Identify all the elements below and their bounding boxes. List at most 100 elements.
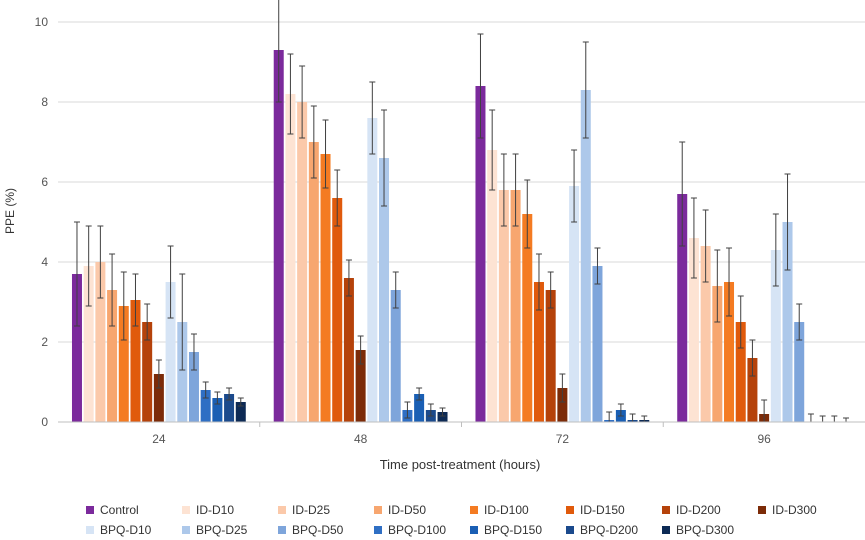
legend-swatch xyxy=(278,506,286,514)
legend-swatch xyxy=(374,506,382,514)
legend-label: ID-D10 xyxy=(196,503,235,517)
y-tick-label: 0 xyxy=(41,415,48,429)
legend-item: BPQ-D50 xyxy=(278,520,374,540)
bar xyxy=(285,94,296,422)
legend-label: ID-D300 xyxy=(772,503,817,517)
y-axis-label: PPE (%) xyxy=(3,188,17,234)
bar xyxy=(770,250,781,422)
y-tick-label: 2 xyxy=(41,335,48,349)
bar xyxy=(235,402,246,422)
legend-label: BPQ-D150 xyxy=(484,523,543,537)
bar xyxy=(332,198,343,422)
bar xyxy=(177,322,188,422)
legend-item: BPQ-D10 xyxy=(86,520,182,540)
legend-item: ID-D10 xyxy=(182,500,278,520)
grid-lines xyxy=(58,21,865,343)
bar xyxy=(153,374,164,422)
bar xyxy=(308,142,319,422)
bar xyxy=(414,394,425,422)
bar xyxy=(545,290,556,422)
bar xyxy=(165,282,176,422)
x-axis-ticks: 24 48 72 96 xyxy=(152,422,771,446)
legend-item: ID-D50 xyxy=(374,500,470,520)
bar xyxy=(343,278,354,422)
legend-item: ID-D100 xyxy=(470,500,566,520)
legend-item: Control xyxy=(86,500,182,520)
legend-label: ID-D200 xyxy=(676,503,721,517)
bar xyxy=(118,306,129,422)
legend-swatch xyxy=(86,526,94,534)
bar xyxy=(188,352,199,422)
legend-label: Control xyxy=(100,503,139,517)
legend-item: BPQ-D300 xyxy=(662,520,758,540)
legend-swatch xyxy=(86,506,94,514)
bar xyxy=(677,194,688,422)
bar xyxy=(273,50,284,422)
legend-swatch xyxy=(566,526,574,534)
bar xyxy=(320,154,331,422)
bar xyxy=(130,300,141,422)
legend-label: ID-D50 xyxy=(388,503,427,517)
x-tick-label: 24 xyxy=(152,432,166,446)
bar xyxy=(437,412,448,422)
bar xyxy=(95,262,106,422)
legend-label: ID-D150 xyxy=(580,503,625,517)
legend-item: BPQ-D200 xyxy=(566,520,662,540)
legend-swatch xyxy=(470,506,478,514)
legend-item: ID-D150 xyxy=(566,500,662,520)
legend-item: ID-D200 xyxy=(662,500,758,520)
legend-label: ID-D100 xyxy=(484,503,529,517)
legend-label: BPQ-D25 xyxy=(196,523,248,537)
bar xyxy=(224,394,235,422)
legend-item: ID-D300 xyxy=(758,500,854,520)
legend-swatch xyxy=(662,526,670,534)
bar xyxy=(735,322,746,422)
legend-swatch xyxy=(566,506,574,514)
bar xyxy=(510,190,521,422)
bar xyxy=(569,186,580,422)
legend-swatch xyxy=(662,506,670,514)
legend-swatch xyxy=(278,526,286,534)
bar xyxy=(688,238,699,422)
legend-label: BPQ-D10 xyxy=(100,523,152,537)
bar xyxy=(142,322,153,422)
bar xyxy=(700,246,711,422)
x-axis-label: Time post-treatment (hours) xyxy=(380,457,541,472)
y-axis-ticks: 0 2 4 6 8 10 xyxy=(35,15,49,429)
bar xyxy=(297,102,308,422)
bar xyxy=(522,214,533,422)
legend-item: BPQ-D100 xyxy=(374,520,470,540)
legend-item: ID-D25 xyxy=(278,500,374,520)
bar xyxy=(83,266,94,422)
bar xyxy=(592,266,603,422)
legend: Control ID-D10 ID-D25 ID-D50 ID-D100 ID-D150 I… xyxy=(86,500,856,540)
bar xyxy=(212,398,223,422)
bar xyxy=(747,358,758,422)
bar xyxy=(355,350,366,422)
legend-label: BPQ-D200 xyxy=(580,523,639,537)
bar xyxy=(794,322,805,422)
bar xyxy=(580,90,591,422)
bar xyxy=(487,150,498,422)
bar xyxy=(557,388,568,422)
bar xyxy=(533,282,544,422)
bar xyxy=(200,390,211,422)
bar xyxy=(390,290,401,422)
legend-item: BPQ-D25 xyxy=(182,520,278,540)
bar xyxy=(367,118,378,422)
bar xyxy=(71,274,82,422)
y-tick-label: 4 xyxy=(41,255,48,269)
x-tick-label: 72 xyxy=(556,432,570,446)
x-tick-label: 96 xyxy=(757,432,771,446)
bar xyxy=(498,190,509,422)
error-bars xyxy=(73,0,850,423)
legend-swatch xyxy=(374,526,382,534)
bars xyxy=(71,50,805,422)
bar xyxy=(475,86,486,422)
legend-swatch xyxy=(758,506,766,514)
legend-swatch xyxy=(182,506,190,514)
y-tick-label: 8 xyxy=(41,95,48,109)
legend-label: BPQ-D100 xyxy=(388,523,447,537)
legend-label: BPQ-D300 xyxy=(676,523,735,537)
